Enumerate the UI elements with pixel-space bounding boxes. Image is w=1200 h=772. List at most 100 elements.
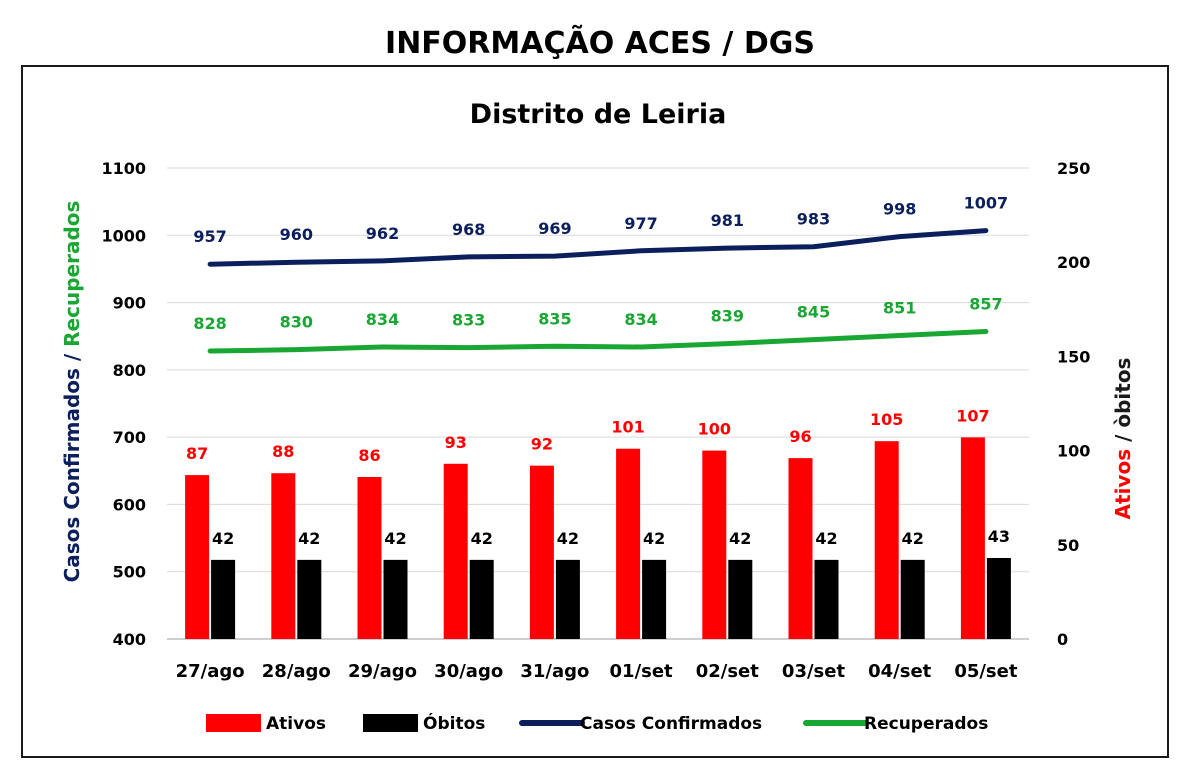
obitos-bar — [383, 559, 408, 639]
right-axis-title-part1: Ativos — [1111, 442, 1135, 520]
confirmados-data-label: 977 — [624, 214, 657, 233]
obitos-bar — [986, 557, 1011, 639]
left-tick-label: 700 — [113, 428, 146, 447]
x-tick-label: 29/ago — [348, 661, 417, 682]
ativos-data-label: 87 — [186, 444, 208, 463]
x-tick-label: 02/set — [696, 661, 760, 682]
confirmados-data-label: 983 — [797, 210, 830, 229]
ativos-bar — [874, 441, 899, 639]
x-tick-label: 01/set — [610, 661, 674, 682]
page-title: INFORMAÇÃO ACES / DGS — [385, 26, 815, 61]
legend-ativos-swatch — [206, 714, 261, 732]
ativos-data-label: 100 — [698, 420, 731, 439]
ativos-bar — [702, 450, 727, 639]
legend-ativos-label: Ativos — [266, 714, 326, 734]
x-tick-label: 28/ago — [262, 661, 331, 682]
left-tick-label: 500 — [113, 563, 146, 582]
ativos-data-label: 88 — [272, 442, 294, 461]
ativos-data-label: 107 — [956, 406, 989, 425]
right-axis-title-part2: / òbitos — [1111, 358, 1135, 442]
left-tick-label: 800 — [113, 361, 146, 380]
confirmados-line — [207, 228, 989, 267]
legend-recuperados-label: Recuperados — [864, 714, 988, 734]
confirmados-data-label: 957 — [193, 227, 226, 246]
left-axis-title-part2: Recuperados — [60, 201, 84, 347]
x-tick-label: 03/set — [782, 661, 846, 682]
right-tick-label: 100 — [1057, 442, 1090, 461]
right-tick-label: 250 — [1057, 159, 1090, 178]
obitos-data-label: 43 — [988, 527, 1010, 546]
ativos-bar — [788, 458, 813, 639]
obitos-bar — [555, 559, 580, 639]
chart: Distrito de Leiria4005006007008009001000… — [60, 99, 1135, 734]
ativos-bar — [185, 475, 210, 639]
ativos-data-label: 96 — [789, 427, 811, 446]
ativos-data-label: 92 — [531, 435, 553, 454]
obitos-data-label: 42 — [384, 529, 406, 548]
recuperados-data-label: 834 — [624, 310, 657, 329]
confirmados-data-label: 981 — [711, 211, 744, 230]
left-axis-title: Casos Confirmados / Recuperados — [60, 201, 84, 583]
ativos-bar — [960, 437, 985, 639]
x-tick-label: 27/ago — [176, 661, 245, 682]
obitos-bar — [211, 559, 236, 639]
left-tick-label: 1100 — [101, 159, 146, 178]
ativos-data-label: 86 — [358, 446, 380, 465]
left-tick-label: 600 — [113, 495, 146, 514]
obitos-bar — [642, 559, 667, 639]
x-tick-label: 30/ago — [434, 661, 503, 682]
recuperados-data-label: 845 — [797, 303, 830, 322]
recuperados-data-label: 835 — [538, 309, 571, 328]
obitos-bar — [728, 559, 753, 639]
left-tick-label: 900 — [113, 294, 146, 313]
recuperados-data-label: 830 — [280, 313, 313, 332]
obitos-bar — [297, 559, 322, 639]
ativos-bar — [443, 463, 468, 639]
ativos-bar — [271, 473, 296, 639]
recuperados-data-label: 851 — [883, 299, 916, 318]
right-tick-label: 50 — [1057, 536, 1079, 555]
obitos-data-label: 42 — [557, 529, 579, 548]
recuperados-data-label: 857 — [969, 295, 1002, 314]
chart-title: Distrito de Leiria — [470, 99, 727, 130]
x-tick-label: 05/set — [954, 661, 1018, 682]
confirmados-data-label: 960 — [280, 225, 313, 244]
legend-casos-confirmados-label: Casos Confirmados — [580, 714, 762, 734]
x-tick-label: 31/ago — [520, 661, 589, 682]
ativos-data-label: 93 — [445, 433, 467, 452]
confirmados-data-label: 969 — [538, 219, 571, 238]
obitos-bar — [900, 559, 925, 639]
obitos-bar — [469, 559, 494, 639]
recuperados-data-label: 834 — [366, 310, 399, 329]
right-tick-label: 200 — [1057, 253, 1090, 272]
left-axis-title-part1: Casos Confirmados / — [60, 347, 84, 583]
confirmados-data-label: 1007 — [964, 194, 1009, 213]
recuperados-data-label: 828 — [193, 314, 226, 333]
right-tick-label: 150 — [1057, 347, 1090, 366]
confirmados-data-label: 998 — [883, 200, 916, 219]
obitos-bar — [814, 559, 839, 639]
obitos-data-label: 42 — [471, 529, 493, 548]
ativos-data-label: 101 — [611, 418, 644, 437]
obitos-data-label: 42 — [212, 529, 234, 548]
ativos-bar — [357, 476, 382, 639]
legend-obitos-label: Óbitos — [423, 712, 485, 734]
left-tick-label: 1000 — [101, 226, 146, 245]
chart-frame: Distrito de Leiria 400 500 600 700 800 900 1000… — [21, 65, 1169, 758]
obitos-data-label: 42 — [729, 529, 751, 548]
left-tick-label: 400 — [113, 630, 146, 649]
obitos-data-label: 42 — [643, 529, 665, 548]
obitos-data-label: 42 — [298, 529, 320, 548]
obitos-data-label: 42 — [902, 529, 924, 548]
recuperados-line — [207, 329, 989, 354]
ativos-bar — [529, 465, 554, 639]
recuperados-data-label: 833 — [452, 311, 485, 330]
confirmados-data-label: 962 — [366, 224, 399, 243]
x-tick-label: 04/set — [868, 661, 932, 682]
obitos-data-label: 42 — [815, 529, 837, 548]
legend-obitos-swatch — [363, 714, 418, 732]
right-tick-label: 0 — [1057, 630, 1068, 649]
right-axis-title: Ativos / òbitos — [1111, 358, 1135, 520]
ativos-bar — [616, 448, 641, 639]
